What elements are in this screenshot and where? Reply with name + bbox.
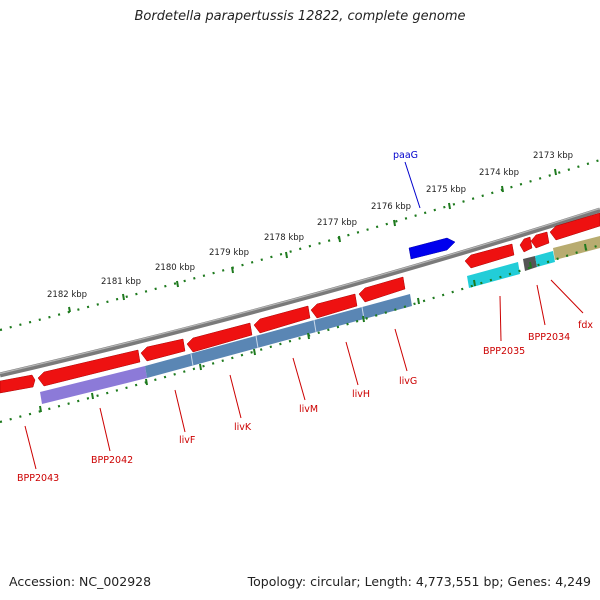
feature-cyan[interactable] [467, 262, 520, 288]
outer-scale: 2182 kbp 2181 kbp 2180 kbp 2179 kbp 2178… [0, 151, 600, 332]
paaG-label: paaG [393, 150, 418, 161]
kbp-label: 2182 kbp [47, 290, 87, 300]
cds-arrow[interactable] [37, 349, 141, 387]
kbp-tick [584, 243, 587, 251]
cds-arrow[interactable] [549, 212, 600, 241]
kbp-label: 2181 kbp [101, 277, 141, 287]
kbp-tick [122, 293, 125, 301]
gene-label-fdx: fdx [578, 320, 593, 331]
kbp-tick [473, 279, 476, 287]
kbp-tick [417, 297, 420, 305]
paaG-leader [404, 161, 421, 209]
inner-scale [0, 243, 600, 424]
kbp-label: 2175 kbp [426, 185, 466, 195]
genome-title: Bordetella parapertussis 12822, complete… [134, 9, 466, 24]
kbp-label: 2180 kbp [155, 263, 195, 273]
gene-label-livH: livH [352, 389, 370, 400]
genome-summary: Topology: circular; Length: 4,773,551 bp… [247, 574, 591, 589]
kbp-tick [338, 235, 341, 243]
feature-olive[interactable] [553, 236, 600, 260]
gene-label-BPP2034: BPP2034 [528, 332, 570, 343]
gene-label-livM: livM [299, 404, 318, 415]
cds-arrow[interactable] [0, 374, 36, 394]
cds-reverse [0, 212, 600, 394]
kbp-tick [307, 332, 310, 340]
kbp-label: 2179 kbp [209, 248, 249, 258]
kbp-tick [91, 392, 94, 400]
kbp-tick [448, 202, 451, 210]
kbp-tick [362, 315, 365, 323]
kbp-tick [554, 168, 557, 176]
gene-label-livF: livF [179, 435, 195, 446]
kbp-tick [253, 348, 256, 356]
cds-arrow[interactable] [253, 305, 311, 334]
gene-label-BPP2042: BPP2042 [91, 455, 133, 466]
accession-text: Accession: NC_002928 [9, 574, 152, 589]
cds-arrow[interactable] [186, 322, 253, 353]
gene-label-BPP2043: BPP2043 [17, 473, 59, 484]
kbp-label: 2174 kbp [479, 168, 519, 178]
feature-cyan[interactable] [535, 251, 555, 267]
gene-label-livG: livG [399, 376, 417, 387]
kbp-label: 2173 kbp [533, 151, 573, 161]
paaG-gene[interactable] [408, 237, 456, 260]
kbp-tick [285, 251, 288, 259]
kbp-tick [39, 405, 42, 413]
feature-steel[interactable] [145, 294, 412, 378]
genome-backbone [0, 207, 600, 378]
gene-label-BPP2035: BPP2035 [483, 346, 525, 357]
kbp-tick [145, 378, 148, 386]
kbp-tick [529, 261, 532, 269]
kbp-tick [199, 363, 202, 371]
kbp-tick [501, 185, 504, 193]
kbp-label: 2178 kbp [264, 233, 304, 243]
gene-labels [24, 279, 584, 470]
feature-blocks [40, 236, 600, 404]
kbp-label: 2176 kbp [371, 202, 411, 212]
cds-arrow[interactable] [358, 276, 406, 303]
cds-arrow[interactable] [464, 243, 515, 269]
kbp-tick [176, 280, 179, 288]
feature-violet[interactable] [40, 366, 147, 404]
cds-arrow[interactable] [530, 231, 550, 249]
cds-arrow[interactable] [140, 338, 186, 362]
kbp-label: 2177 kbp [317, 218, 357, 228]
kbp-tick [68, 306, 71, 313]
cds-arrow[interactable] [310, 293, 358, 319]
gene-label-livK: livK [234, 422, 252, 433]
kbp-tick [231, 266, 234, 274]
kbp-tick [393, 219, 396, 227]
cds-arrow[interactable] [519, 236, 533, 253]
